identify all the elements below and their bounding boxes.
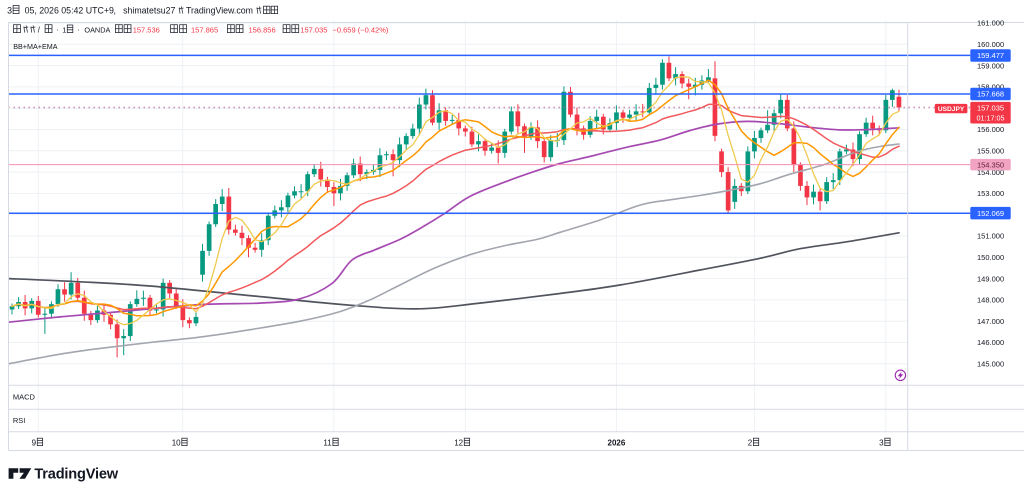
svg-text:146.000: 146.000 (977, 338, 1004, 347)
svg-text:·: · (77, 26, 80, 35)
svg-text:·: · (56, 26, 59, 35)
svg-text:3: 3 (7, 6, 12, 16)
svg-text:157.668: 157.668 (977, 90, 1004, 99)
svg-text:10: 10 (172, 439, 181, 448)
svg-text:9: 9 (32, 439, 37, 448)
svg-text:158.000: 158.000 (977, 83, 1004, 92)
svg-text:BB+MA+EMA: BB+MA+EMA (13, 42, 58, 51)
svg-text:05, 2026 05:42 UTC+9: 05, 2026 05:42 UTC+9 (25, 6, 114, 16)
svg-text:150.000: 150.000 (977, 253, 1004, 262)
svg-text:155.000: 155.000 (977, 147, 1004, 156)
svg-text:161.000: 161.000 (977, 19, 1004, 28)
svg-text:1: 1 (62, 26, 66, 35)
svg-text:157.035: 157.035 (300, 26, 327, 35)
svg-text:149.000: 149.000 (977, 274, 1004, 283)
svg-text:159.000: 159.000 (977, 61, 1004, 70)
svg-text:2026: 2026 (608, 439, 626, 448)
svg-text:USDJPY: USDJPY (938, 106, 965, 113)
svg-text:01:17:05: 01:17:05 (977, 114, 1005, 123)
svg-text:156.856: 156.856 (249, 26, 276, 35)
svg-text:147.000: 147.000 (977, 317, 1004, 326)
svg-text:TradingView.com: TradingView.com (186, 6, 253, 16)
svg-text:157.865: 157.865 (191, 26, 218, 35)
svg-text:,: , (114, 6, 116, 16)
svg-text:153.000: 153.000 (977, 189, 1004, 198)
svg-text:157.536: 157.536 (133, 26, 160, 35)
svg-text:−0.659 (−0.42%): −0.659 (−0.42%) (333, 26, 389, 35)
svg-text:154.000: 154.000 (977, 168, 1004, 177)
svg-text:157.035: 157.035 (977, 103, 1004, 112)
svg-text:2: 2 (748, 439, 753, 448)
svg-text:145.000: 145.000 (977, 360, 1004, 369)
svg-text:3: 3 (879, 439, 884, 448)
svg-text:TradingView: TradingView (34, 466, 118, 482)
svg-text:OANDA: OANDA (84, 26, 110, 35)
svg-text:148.000: 148.000 (977, 296, 1004, 305)
svg-text:11: 11 (323, 439, 332, 448)
svg-text:RSI: RSI (13, 416, 26, 425)
svg-text:151.000: 151.000 (977, 232, 1004, 241)
svg-text:12: 12 (454, 439, 463, 448)
svg-text:MACD: MACD (13, 393, 36, 402)
svg-text:152.069: 152.069 (977, 209, 1004, 218)
svg-text:156.000: 156.000 (977, 125, 1004, 134)
svg-text:shimatetsu27: shimatetsu27 (123, 6, 175, 16)
svg-text:160.000: 160.000 (977, 40, 1004, 49)
svg-text:/: / (38, 26, 41, 35)
svg-text:154.350: 154.350 (977, 160, 1004, 169)
svg-text:159.477: 159.477 (977, 51, 1004, 60)
